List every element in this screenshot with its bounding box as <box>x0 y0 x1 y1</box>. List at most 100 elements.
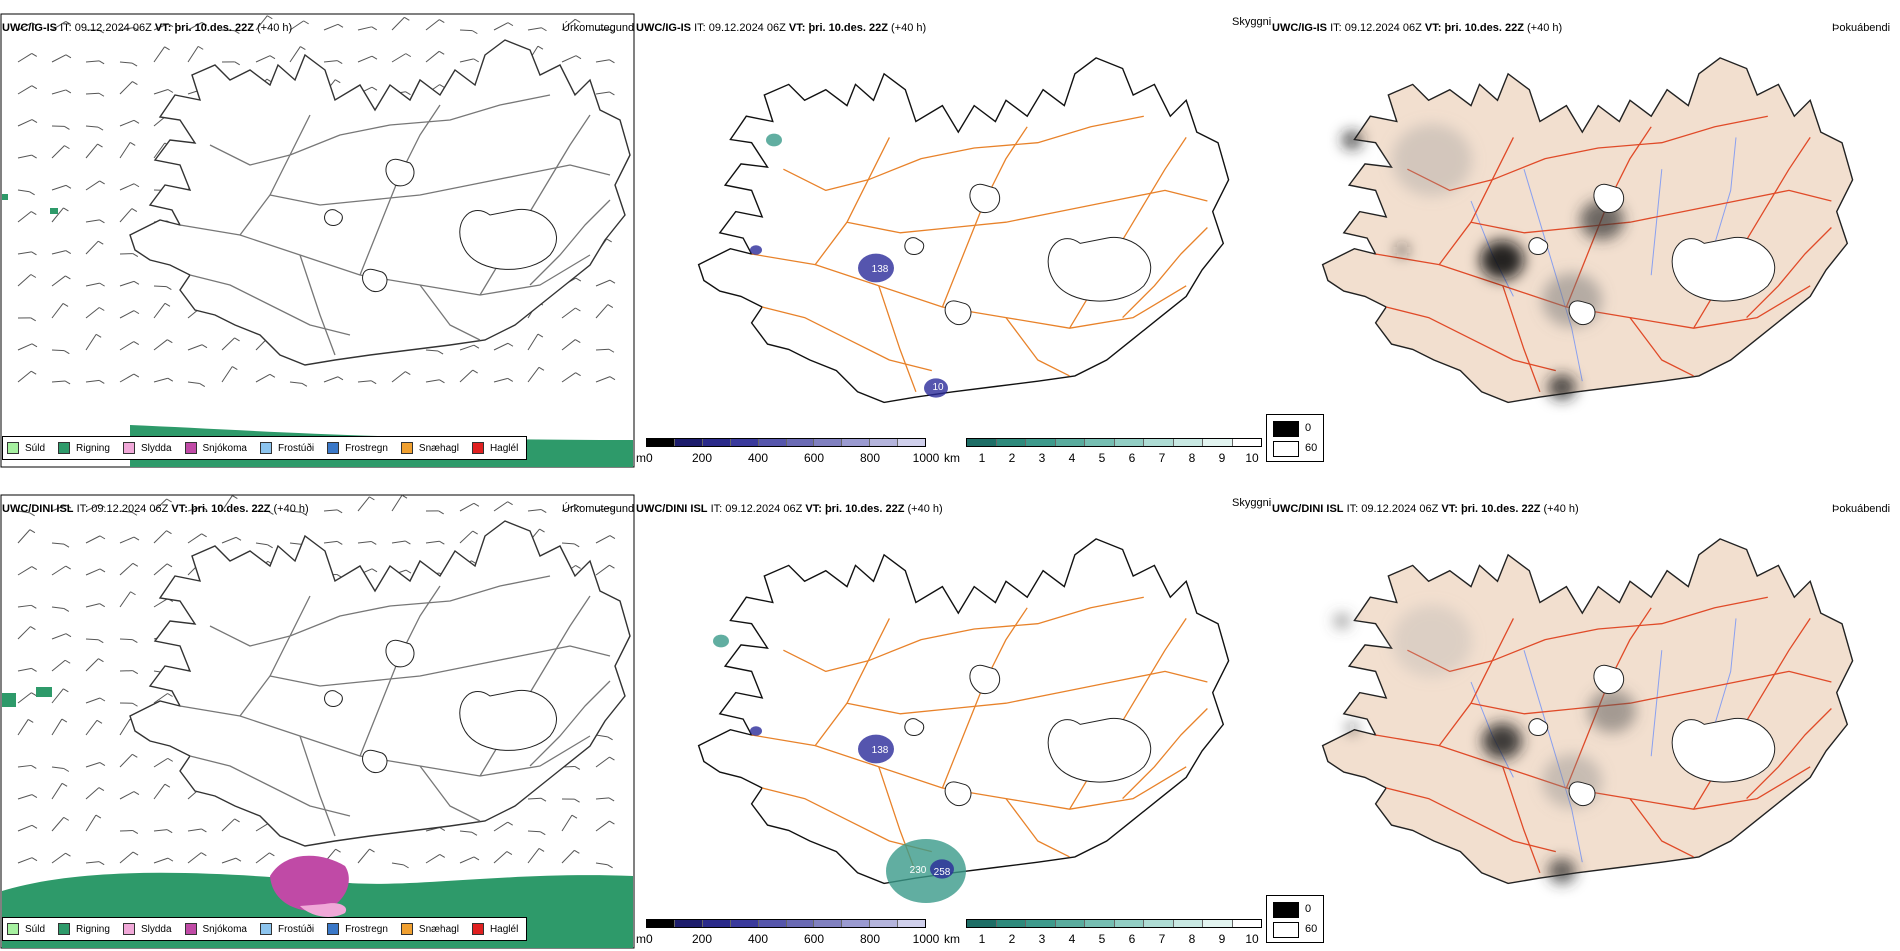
legend-label: Snjókoma <box>203 924 247 935</box>
legend-swatch <box>123 442 135 454</box>
visibility-tick: 6 <box>1129 932 1136 946</box>
legend-swatch <box>260 923 272 935</box>
visibility-tick: 9 <box>1219 932 1226 946</box>
legend-label: Rigning <box>76 924 110 935</box>
issue-time: 09.12.2024 06Z <box>1361 503 1438 515</box>
issue-time-label: IT: <box>77 503 89 515</box>
visibility-value-marker: 258 <box>934 867 951 878</box>
visibility-value-marker: 138 <box>872 745 889 756</box>
valid-time-label: VT: <box>805 503 822 515</box>
visibility-value-marker: 138 <box>872 264 889 275</box>
legend-item: Snæhagl <box>401 442 459 454</box>
legend-item: Haglél <box>472 442 518 454</box>
iceland-outline <box>1323 539 1853 884</box>
fog-legend: 0 60 <box>1266 414 1324 462</box>
legend-label: Frostúði <box>278 443 314 454</box>
precip-type-map <box>0 481 636 951</box>
visibility-tick: 2 <box>1009 932 1016 946</box>
legend-label: Rigning <box>76 443 110 454</box>
legend-swatch <box>185 442 197 454</box>
visibility-tick: 3 <box>1039 932 1046 946</box>
visibility-tick: 10 <box>1245 932 1258 946</box>
lead-time: (+40 h) <box>274 503 309 515</box>
valid-time-label: VT: <box>789 22 806 34</box>
visibility-value-marker: 10 <box>932 382 944 393</box>
valid-time: þri. 10.des. 22Z <box>191 503 270 515</box>
legend-item: Frostregn <box>327 442 388 454</box>
iceland-outline <box>699 539 1229 884</box>
visibility-unit: km <box>944 932 960 946</box>
model-name: UWC/DINI ISL <box>2 503 74 515</box>
visibility-tick: 7 <box>1159 451 1166 465</box>
visibility-panel-title: UWC/DINI ISL IT: 09.12.2024 06Z VT: þri.… <box>636 503 943 515</box>
fog-legend-high: 60 <box>1305 442 1317 454</box>
legend-item: Rigning <box>58 442 110 454</box>
legend-label: Slydda <box>141 443 172 454</box>
lead-time: (+40 h) <box>1527 22 1562 34</box>
legend-item: Súld <box>7 442 45 454</box>
lead-time: (+40 h) <box>257 22 292 34</box>
legend-swatch <box>401 923 413 935</box>
valid-time: þri. 10.des. 22Z <box>1461 503 1540 515</box>
precip-type-label: Úrkomutegund <box>562 22 634 34</box>
visibility-unit: km <box>944 451 960 465</box>
legend-item: Snjókoma <box>185 442 247 454</box>
legend-swatch <box>401 442 413 454</box>
visibility-tick: 4 <box>1069 451 1076 465</box>
legend-item: Slydda <box>123 923 172 935</box>
legend-item: Frostregn <box>327 923 388 935</box>
visibility-value-marker: 42 <box>750 130 762 141</box>
issue-time: 09.12.2024 06Z <box>1345 22 1422 34</box>
legend-swatch <box>327 923 339 935</box>
fog-panel-title: UWC/IG-IS IT: 09.12.2024 06Z VT: þri. 10… <box>1272 22 1562 34</box>
visibility-tick: 6 <box>1129 451 1136 465</box>
fog-indicator-label: Þokuábendi <box>1832 503 1890 515</box>
model-name: UWC/DINI ISL <box>1272 503 1344 515</box>
cloud-base-unit: m <box>636 932 646 946</box>
fog-legend-low: 0 <box>1305 422 1311 434</box>
fog-legend-swatch-high <box>1273 441 1299 457</box>
precip-panel-title: UWC/IG-IS IT: 09.12.2024 06Z VT: þri. 10… <box>2 22 292 34</box>
visibility-tick: 4 <box>1069 932 1076 946</box>
fog-legend-swatch-low <box>1273 902 1299 918</box>
legend-label: Frostúði <box>278 924 314 935</box>
valid-time: þri. 10.des. 22Z <box>1444 22 1523 34</box>
legend-swatch <box>123 923 135 935</box>
visibility-tick: 5 <box>1099 932 1106 946</box>
lead-time: (+40 h) <box>891 22 926 34</box>
visibility-value-marker: 57 <box>708 240 720 251</box>
model-name: UWC/IG-IS <box>636 22 691 34</box>
visibility-tick: 8 <box>1189 932 1196 946</box>
legend-label: Súld <box>25 443 45 454</box>
fog-legend-high: 60 <box>1305 923 1317 935</box>
legend-item: Slydda <box>123 442 172 454</box>
fog-panel-title: UWC/DINI ISL IT: 09.12.2024 06Z VT: þri.… <box>1272 503 1579 515</box>
cloud-base-tick: 400 <box>748 932 768 946</box>
legend-swatch <box>185 923 197 935</box>
precip-type-map <box>0 0 636 470</box>
valid-time-label: VT: <box>171 503 188 515</box>
issue-time-label: IT: <box>60 22 72 34</box>
valid-time: þri. 10.des. 22Z <box>825 503 904 515</box>
visibility-tick: 2 <box>1009 451 1016 465</box>
issue-time-label: IT: <box>1347 503 1359 515</box>
precip-panel-title: UWC/DINI ISL IT: 09.12.2024 06Z VT: þri.… <box>2 503 309 515</box>
precip-type-label: Úrkomutegund <box>562 503 634 515</box>
fog-indicator-map <box>1272 0 1900 470</box>
legend-label: Snæhagl <box>419 924 459 935</box>
fog-indicator-map <box>1272 481 1900 951</box>
issue-time: 09.12.2024 06Z <box>75 22 152 34</box>
legend-item: Frostúði <box>260 923 314 935</box>
issue-time-label: IT: <box>1330 22 1342 34</box>
legend-label: Snjókoma <box>203 443 247 454</box>
cloud-base-tick: 800 <box>860 451 880 465</box>
issue-time-label: IT: <box>711 503 723 515</box>
legend-swatch <box>327 442 339 454</box>
visibility-value-marker: 57 <box>708 721 720 732</box>
